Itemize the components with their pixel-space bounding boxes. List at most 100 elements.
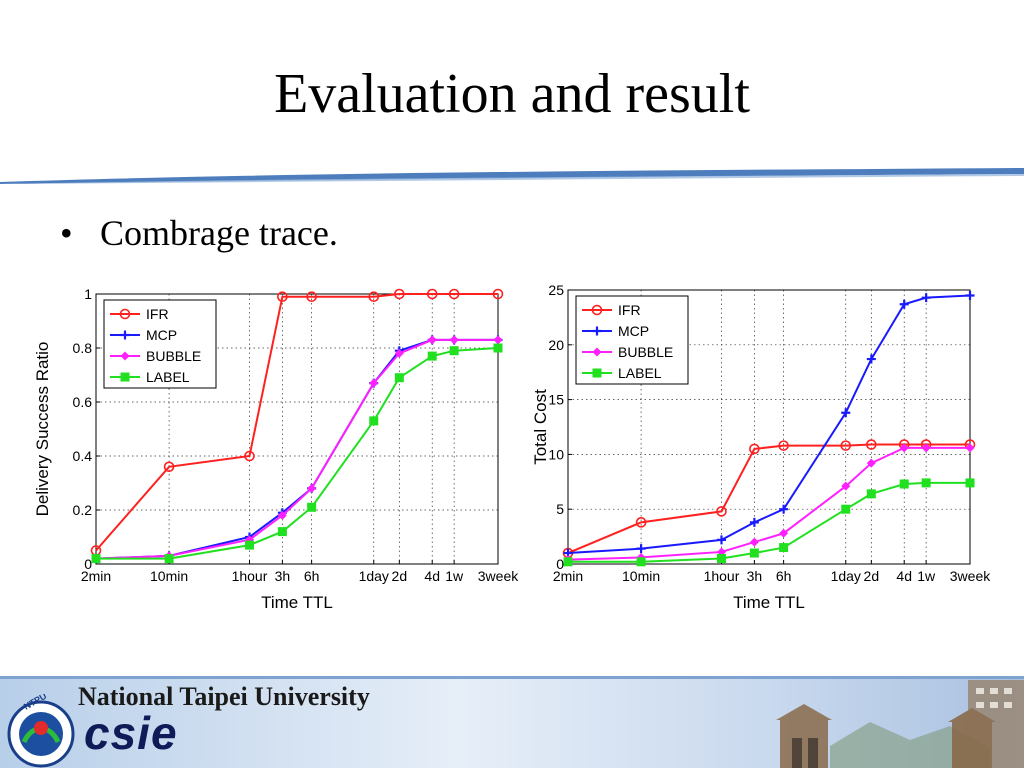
data-point-mcp bbox=[841, 408, 851, 418]
data-point-label bbox=[716, 554, 726, 564]
x-tick-label: 2d bbox=[392, 568, 408, 584]
data-point-bubble bbox=[427, 335, 437, 345]
x-axis-label: Time TTL bbox=[733, 593, 805, 612]
data-point-bubble bbox=[841, 481, 851, 491]
data-point-label bbox=[164, 554, 174, 564]
x-ticks: 2min 10min 1hour 3h 6h 1day 2d 4d 1w 3week bbox=[81, 560, 519, 584]
data-point-mcp bbox=[921, 293, 931, 303]
data-point-bubble bbox=[749, 537, 759, 547]
legend: IFR MCP BUBBLE LABEL bbox=[103, 299, 217, 389]
x-tick-label: 1w bbox=[445, 568, 464, 584]
data-point-label bbox=[493, 343, 503, 353]
title-divider bbox=[0, 168, 1024, 184]
x-tick-label: 6h bbox=[776, 568, 792, 584]
mountains bbox=[830, 722, 990, 768]
data-point-ifr bbox=[394, 288, 405, 300]
data-point-bubble bbox=[394, 348, 404, 358]
data-point-label bbox=[427, 351, 437, 361]
y-tick-label: 0 bbox=[84, 556, 92, 572]
y-tick-label: 10 bbox=[548, 446, 564, 462]
x-tick-label: 10min bbox=[622, 568, 660, 584]
data-point-label bbox=[394, 373, 404, 383]
data-point-ifr bbox=[840, 440, 852, 451]
delivery-ratio-chart: 2min 10min 1hour 3h 6h 1day 2d 4d 1w 3week 0 0.2 0.4… bbox=[30, 272, 530, 612]
legend-label-mcp: MCP bbox=[618, 323, 649, 339]
data-point-bubble bbox=[779, 528, 789, 538]
legend-label-bubble: BUBBLE bbox=[146, 348, 201, 364]
data-point-mcp bbox=[965, 290, 975, 300]
data-point-label bbox=[965, 478, 975, 488]
data-point-ifr bbox=[426, 288, 438, 300]
legend-label-mcp: MCP bbox=[146, 327, 177, 343]
x-tick-label: 6h bbox=[304, 568, 320, 584]
series-bubble bbox=[563, 443, 975, 565]
legend-marker-label bbox=[120, 372, 130, 382]
data-point-ifr bbox=[778, 440, 789, 451]
legend-label-label: LABEL bbox=[618, 365, 662, 381]
plot-frame bbox=[95, 293, 499, 565]
total-cost-chart: 2min 10min 1hour 3h 6h 1day 2d 4d 1w 3week 0 5 10 15 2… bbox=[528, 272, 1008, 612]
legend-label-ifr: IFR bbox=[618, 302, 641, 318]
data-point-label bbox=[369, 416, 379, 426]
data-point-bubble bbox=[449, 335, 459, 345]
campus-building-left bbox=[776, 704, 832, 768]
data-point-label bbox=[244, 540, 254, 550]
x-tick-label: 2min bbox=[553, 568, 583, 584]
y-tick-label: 25 bbox=[548, 282, 564, 298]
data-point-ifr bbox=[163, 461, 175, 473]
legend-marker-label bbox=[592, 368, 602, 378]
data-point-ifr bbox=[749, 443, 760, 455]
data-point-bubble bbox=[369, 378, 379, 388]
series-label bbox=[563, 478, 975, 567]
y-tick-label: 0.8 bbox=[73, 340, 93, 356]
total-cost-chart-svg: 2min 10min 1hour 3h 6h 1day 2d 4d 1w 3week 0 5 10 15 2… bbox=[531, 282, 991, 612]
x-tick-label: 1hour bbox=[232, 568, 268, 584]
y-tick-label: 1 bbox=[84, 286, 92, 302]
x-tick-label: 2d bbox=[864, 568, 880, 584]
x-tick-label: 2min bbox=[81, 568, 111, 584]
data-point-ifr bbox=[492, 288, 504, 300]
legend-marker-mcp bbox=[592, 326, 602, 336]
y-tick-label: 20 bbox=[548, 337, 564, 353]
ntpu-logo: NTPU bbox=[7, 694, 75, 768]
data-point-mcp bbox=[779, 504, 789, 514]
y-tick-label: 15 bbox=[548, 392, 564, 408]
bullet-dot: • bbox=[60, 213, 73, 253]
data-point-mcp bbox=[749, 517, 759, 527]
legend-label-label: LABEL bbox=[146, 369, 190, 385]
data-point-mcp bbox=[716, 535, 726, 545]
series-line-label bbox=[568, 481, 970, 563]
legend-marker-mcp bbox=[120, 330, 130, 340]
x-tick-label: 3week bbox=[478, 568, 519, 584]
department-logo: csie bbox=[84, 707, 178, 759]
series-ifr bbox=[90, 288, 504, 556]
slide-title: Evaluation and result bbox=[274, 63, 750, 125]
legend-marker-bubble bbox=[592, 347, 602, 357]
y-tick-label: 5 bbox=[556, 501, 564, 517]
data-point-mcp bbox=[866, 354, 876, 364]
y-tick-label: 0.2 bbox=[73, 502, 93, 518]
data-point-label bbox=[277, 527, 287, 537]
data-point-label bbox=[307, 502, 317, 512]
x-tick-label: 1day bbox=[831, 568, 861, 584]
series-mcp bbox=[563, 290, 975, 558]
data-point-ifr bbox=[277, 291, 288, 303]
data-point-label bbox=[563, 557, 573, 567]
x-tick-label: 3h bbox=[747, 568, 763, 584]
bullet-item: • Combrage trace. bbox=[60, 212, 338, 254]
data-point-ifr bbox=[306, 291, 317, 303]
y-ticks: 0 0.2 0.4 0.6 0.8 1 bbox=[73, 286, 100, 572]
data-point-label bbox=[866, 489, 876, 499]
data-point-label bbox=[636, 557, 646, 567]
data-point-mcp bbox=[636, 544, 646, 554]
x-tick-label: 1day bbox=[359, 568, 389, 584]
x-tick-label: 3h bbox=[275, 568, 291, 584]
legend-label-bubble: BUBBLE bbox=[618, 344, 673, 360]
footer-banner bbox=[0, 676, 1024, 768]
data-point-bubble bbox=[277, 510, 287, 520]
data-point-ifr bbox=[368, 291, 380, 303]
bullet-text: Combrage trace. bbox=[100, 213, 338, 253]
data-point-bubble bbox=[965, 443, 975, 453]
data-point-ifr bbox=[635, 517, 647, 528]
legend-marker-ifr bbox=[591, 304, 603, 316]
